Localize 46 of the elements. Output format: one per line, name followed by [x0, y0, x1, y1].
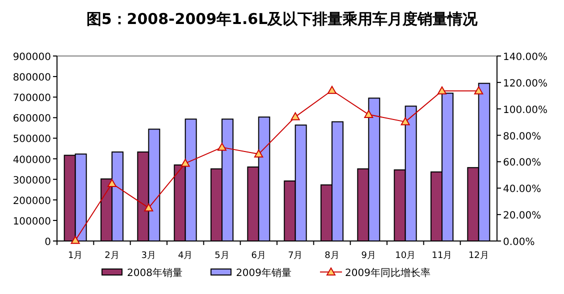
y-tick-label: 300000 — [12, 175, 51, 186]
title: 图5：2008-2009年1.6L及以下排量乘用车月度销量情况 — [86, 10, 478, 28]
y-tick-label: 0 — [44, 237, 51, 248]
point — [144, 203, 154, 212]
legend-label: 2008年销量 — [127, 267, 182, 279]
y-tick-label: 700000 — [12, 93, 51, 104]
y-tick-label: 200000 — [12, 196, 51, 207]
point — [180, 158, 190, 167]
point — [70, 236, 80, 244]
y2-tick-label: 140.00% — [503, 52, 548, 63]
x-tick-label: 2月 — [104, 251, 120, 261]
x-tick-label: 4月 — [178, 251, 193, 261]
x-tick-label: 6月 — [251, 251, 266, 261]
y-tick-label: 400000 — [12, 154, 51, 166]
y-tick-label: 800000 — [12, 72, 51, 84]
x-tick-label: 3月 — [141, 251, 156, 261]
x-tick-label: 1月 — [68, 251, 83, 261]
point — [108, 179, 116, 188]
legend-label: 2009年同比增长率 — [345, 267, 430, 279]
legend-label: 2009年销量 — [236, 267, 292, 279]
y2-tick-label: 40.00% — [503, 184, 542, 196]
y2-tick-label: 0.00% — [503, 237, 535, 248]
x-tick-label: 10月 — [395, 251, 416, 261]
point — [400, 117, 410, 126]
point — [328, 86, 336, 94]
y-tick-label: 500000 — [12, 134, 51, 146]
y-tick-label: 900000 — [12, 52, 51, 63]
y-tick-label: 100000 — [12, 216, 51, 228]
point — [254, 150, 264, 158]
y-tick-label: 600000 — [12, 114, 51, 125]
point — [438, 86, 446, 94]
point — [290, 112, 300, 120]
y2-tick-label: 20.00% — [503, 210, 542, 222]
y2-tick-label: 120.00% — [503, 78, 548, 90]
y2-tick-label: 80.00% — [503, 131, 542, 142]
x-tick-label: 7月 — [288, 251, 303, 261]
point — [218, 142, 226, 151]
x-tick-label: 12月 — [468, 251, 489, 261]
x-tick-label: 8月 — [324, 251, 340, 261]
x-tick-label: 11月 — [432, 251, 452, 261]
x-tick-label: 5月 — [214, 251, 230, 261]
x-tick-label: 9月 — [361, 251, 376, 261]
y2-tick-label: 60.00% — [503, 158, 542, 169]
y2-tick-label: 100.00% — [503, 104, 548, 116]
point — [364, 110, 374, 118]
point — [474, 86, 484, 94]
